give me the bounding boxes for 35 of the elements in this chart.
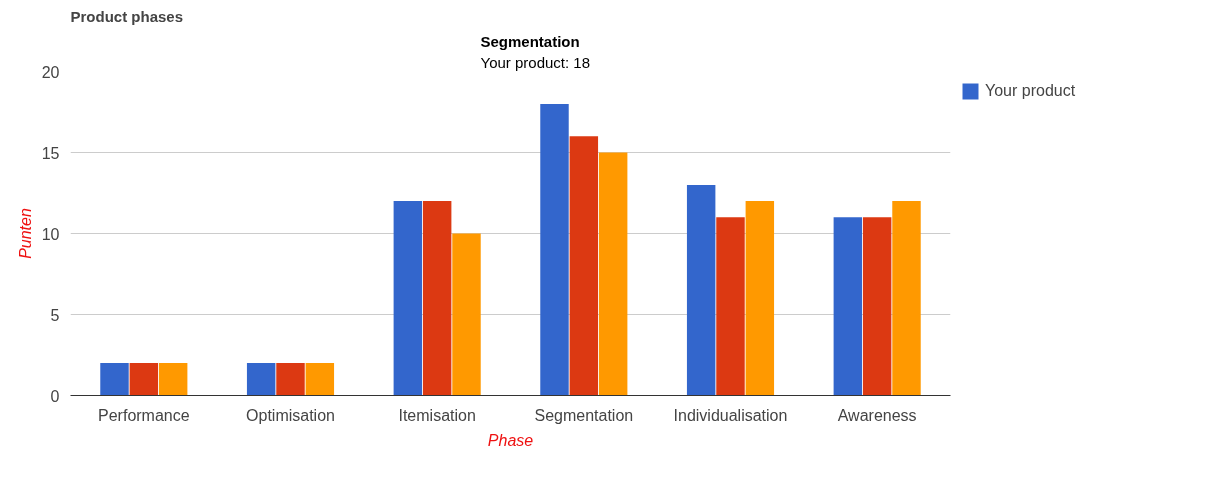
y-axis-title: Punten bbox=[16, 208, 34, 259]
bar bbox=[246, 363, 276, 396]
bar bbox=[452, 233, 481, 396]
bar bbox=[100, 363, 129, 396]
bar bbox=[716, 217, 745, 396]
text: Segmentation bbox=[480, 32, 580, 50]
legend-label: Your product bbox=[985, 82, 1076, 100]
bar bbox=[598, 152, 628, 396]
x-tick-label: Awareness bbox=[837, 406, 917, 424]
bar bbox=[158, 363, 188, 396]
y-tick-label: 20 bbox=[41, 63, 60, 81]
bar bbox=[569, 136, 599, 396]
bar bbox=[129, 363, 159, 396]
y-tick-label: 10 bbox=[41, 225, 60, 243]
x-tick-label: Optimisation bbox=[246, 406, 335, 424]
bar bbox=[686, 184, 716, 396]
bar bbox=[892, 201, 921, 396]
bar bbox=[422, 201, 452, 396]
y-tick-label: 15 bbox=[41, 144, 60, 162]
y-tick-label: 0 bbox=[50, 387, 60, 405]
x-axis-title: Phase bbox=[487, 431, 534, 449]
x-tick-label: Individualisation bbox=[673, 406, 788, 424]
bar bbox=[540, 103, 569, 396]
bar bbox=[276, 363, 305, 396]
bar bbox=[393, 201, 423, 396]
x-tick-label: Segmentation bbox=[534, 406, 634, 424]
bar bbox=[745, 201, 775, 396]
bar bbox=[862, 217, 892, 396]
bar bbox=[833, 217, 863, 396]
x-tick-label: Performance bbox=[98, 406, 190, 424]
chart-title: Product phases bbox=[70, 7, 184, 25]
x-tick-label: Itemisation bbox=[398, 406, 476, 424]
bar bbox=[305, 363, 335, 396]
y-tick-label: 5 bbox=[50, 306, 60, 324]
text: Your product: 18 bbox=[480, 53, 591, 71]
